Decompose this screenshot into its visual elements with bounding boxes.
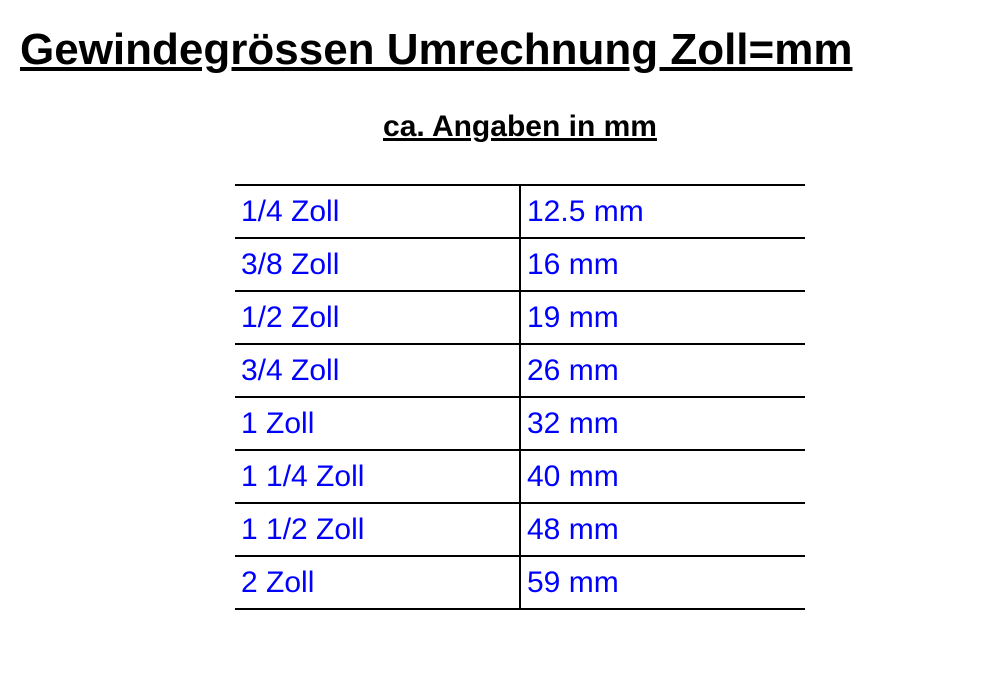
table-row: 1 1/4 Zoll 40 mm (235, 450, 805, 503)
zoll-cell: 1 1/2 Zoll (235, 503, 520, 556)
mm-cell: 59 mm (520, 556, 805, 609)
page-title: Gewindegrössen Umrechnung Zoll=mm (20, 25, 980, 75)
zoll-cell: 1 Zoll (235, 397, 520, 450)
zoll-cell: 2 Zoll (235, 556, 520, 609)
mm-cell: 12.5 mm (520, 185, 805, 238)
table-row: 1/2 Zoll 19 mm (235, 291, 805, 344)
zoll-cell: 3/8 Zoll (235, 238, 520, 291)
mm-cell: 19 mm (520, 291, 805, 344)
table-row: 2 Zoll 59 mm (235, 556, 805, 609)
zoll-cell: 3/4 Zoll (235, 344, 520, 397)
page-subtitle: ca. Angaben in mm (235, 110, 805, 144)
table-row: 3/8 Zoll 16 mm (235, 238, 805, 291)
table-row: 1 1/2 Zoll 48 mm (235, 503, 805, 556)
conversion-table: 1/4 Zoll 12.5 mm 3/8 Zoll 16 mm 1/2 Zoll… (235, 184, 805, 610)
mm-cell: 26 mm (520, 344, 805, 397)
zoll-cell: 1 1/4 Zoll (235, 450, 520, 503)
mm-cell: 40 mm (520, 450, 805, 503)
mm-cell: 48 mm (520, 503, 805, 556)
conversion-table-container: 1/4 Zoll 12.5 mm 3/8 Zoll 16 mm 1/2 Zoll… (235, 184, 805, 610)
table-row: 1 Zoll 32 mm (235, 397, 805, 450)
table-row: 3/4 Zoll 26 mm (235, 344, 805, 397)
zoll-cell: 1/2 Zoll (235, 291, 520, 344)
zoll-cell: 1/4 Zoll (235, 185, 520, 238)
table-row: 1/4 Zoll 12.5 mm (235, 185, 805, 238)
mm-cell: 16 mm (520, 238, 805, 291)
mm-cell: 32 mm (520, 397, 805, 450)
